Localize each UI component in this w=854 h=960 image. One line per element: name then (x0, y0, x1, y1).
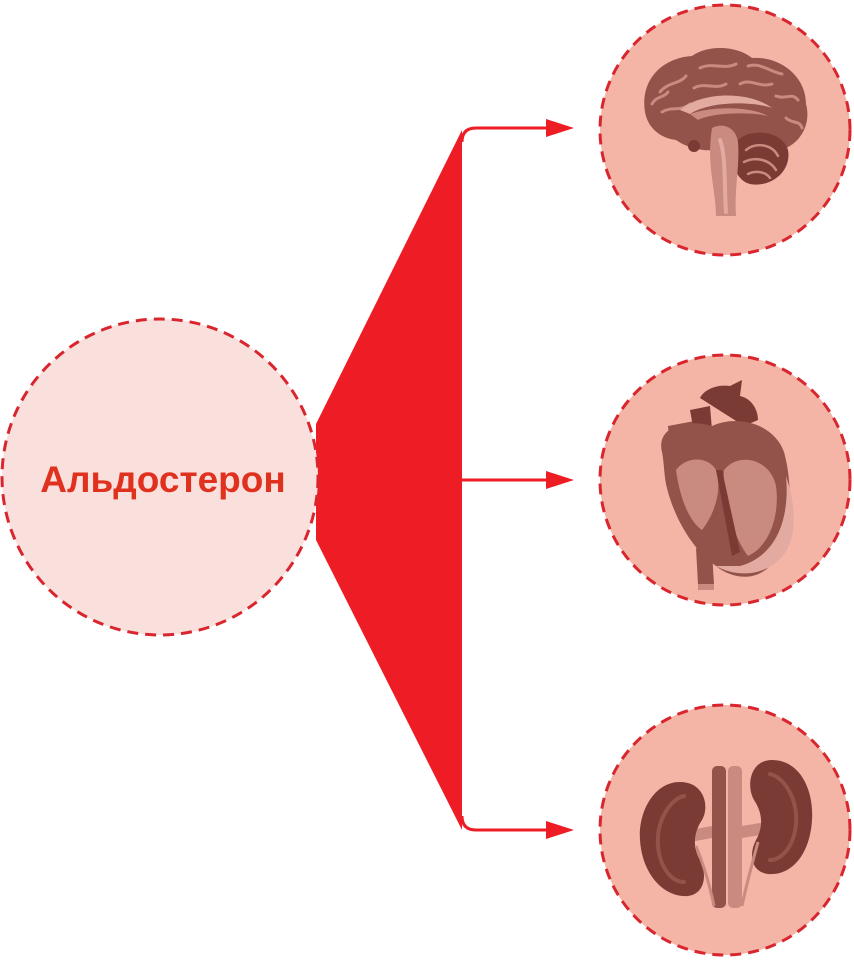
source-circle (0, 317, 320, 637)
source-label: Альдостерон (40, 459, 285, 500)
arrow-top (546, 119, 574, 137)
brain-icon (644, 47, 808, 216)
source-node: Альдостерон (0, 317, 320, 637)
branch-top (460, 126, 548, 143)
arrow-bottom (546, 821, 574, 839)
connector (316, 119, 574, 839)
branch-bottom (460, 815, 548, 832)
kidneys-icon (639, 760, 813, 908)
heart-icon (661, 380, 794, 590)
arrow-middle (546, 471, 574, 489)
target-node-heart (598, 353, 852, 607)
target-node-brain (598, 3, 852, 257)
target-node-kidneys (598, 703, 852, 957)
connector-funnel (316, 130, 462, 830)
